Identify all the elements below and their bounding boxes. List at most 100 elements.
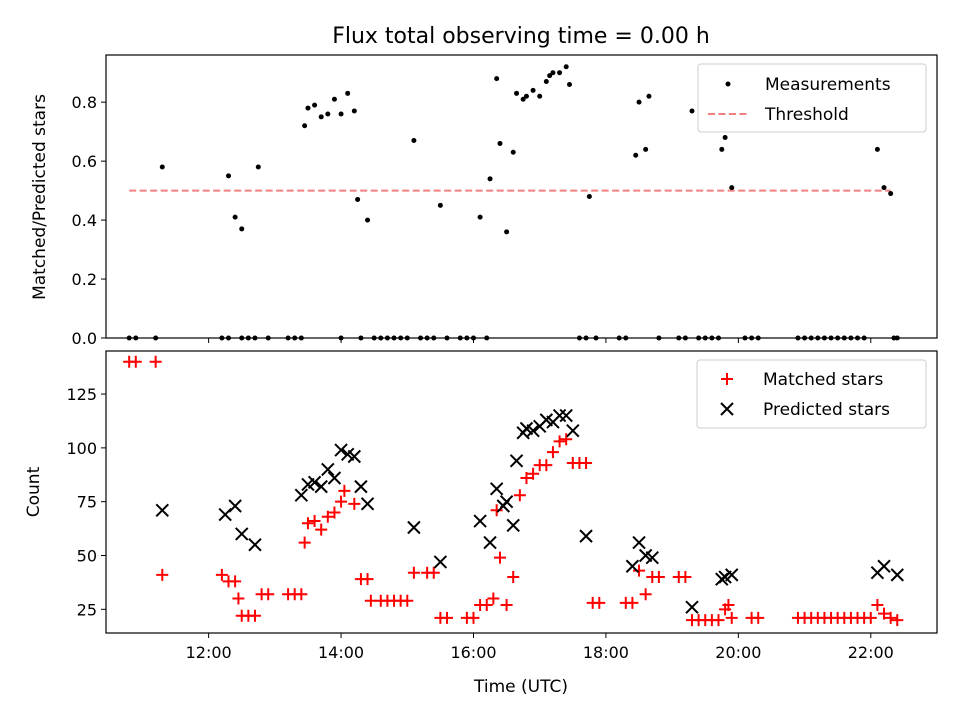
- matched-star-point: [301, 517, 314, 530]
- matched-star-point: [480, 599, 493, 612]
- matched-star-point: [487, 592, 500, 605]
- measurement-point: [689, 108, 695, 114]
- measurement-point: [325, 111, 331, 117]
- legend-matched-label: Matched stars: [763, 370, 883, 390]
- measurement-point: [477, 214, 483, 220]
- matched-star-point: [560, 433, 573, 446]
- measurement-point: [411, 137, 417, 143]
- x-tick-label: 22:00: [848, 643, 894, 662]
- predicted-star-point: [155, 503, 169, 518]
- matched-star-point: [546, 446, 559, 459]
- measurement-point: [232, 214, 238, 220]
- measurement-point: [586, 194, 592, 199]
- predicted-star-point: [294, 488, 309, 502]
- y-tick-label: 50: [77, 547, 97, 566]
- measurement-point: [351, 108, 357, 114]
- matched-star-point: [335, 495, 348, 508]
- matched-star-point: [520, 472, 533, 485]
- measurement-point: [563, 64, 569, 70]
- matched-star-point: [248, 609, 261, 622]
- predicted-star-point: [314, 479, 328, 494]
- measurement-point: [543, 79, 549, 85]
- measurement-point: [567, 81, 573, 87]
- x-tick-label: 20:00: [715, 643, 761, 662]
- measurement-point: [557, 70, 563, 76]
- legend-predicted-marker: [720, 402, 734, 416]
- matched-star-point: [864, 611, 877, 624]
- legend-matched-marker: [721, 373, 733, 385]
- measurement-point: [365, 217, 371, 223]
- figure-title: Flux total observing time = 0.00 h: [332, 24, 710, 49]
- bottom-plot: 25 50 75 100 125 12:00 14:00 16:00 18:00 20:00 22:…: [24, 350, 938, 697]
- predicted-star-point: [489, 482, 504, 496]
- x-axis-label: Time (UTC): [473, 677, 568, 697]
- predicted-star-point: [566, 423, 580, 438]
- predicted-star-point: [248, 538, 262, 552]
- matched-star-point: [490, 504, 503, 517]
- matched-star-point: [338, 484, 351, 497]
- top-legend-box: [697, 63, 927, 133]
- measurement-point: [550, 70, 556, 76]
- measurement-point: [729, 185, 735, 191]
- legend-threshold-label: Threshold: [764, 105, 849, 125]
- matched-star-point: [712, 614, 725, 627]
- predicted-star-point: [228, 499, 242, 513]
- predicted-star-point: [307, 475, 322, 490]
- bottom-y-axis-label: Count: [24, 466, 44, 517]
- matched-star-point: [156, 568, 169, 581]
- predicted-star-point: [499, 494, 514, 509]
- y-tick-label: 0.8: [72, 93, 97, 112]
- measurement-point: [537, 93, 543, 99]
- measurement-point: [239, 226, 245, 232]
- matched-star-point: [215, 568, 228, 581]
- predicted-star-point: [632, 535, 646, 550]
- measurement-point: [523, 93, 529, 99]
- x-tick-label: 16:00: [450, 643, 496, 662]
- measurement-point: [530, 87, 536, 93]
- y-tick-label: 75: [77, 493, 97, 512]
- measurement-point: [646, 93, 652, 99]
- measurement-point: [504, 229, 510, 235]
- x-tick-label: 14:00: [318, 643, 364, 662]
- matched-star-point: [427, 566, 440, 579]
- predicted-star-point: [360, 497, 375, 511]
- predicted-star-point: [321, 462, 335, 477]
- matched-star-point: [871, 599, 884, 612]
- measurement-point: [487, 176, 493, 182]
- matched-star-point: [626, 596, 639, 609]
- predicted-star-point: [354, 479, 368, 494]
- predicted-star-point: [725, 568, 739, 582]
- predicted-star-point: [327, 471, 342, 485]
- y-tick-label: 125: [66, 385, 97, 404]
- measurement-point: [225, 173, 231, 179]
- measurement-point: [345, 90, 351, 96]
- matched-star-point: [752, 611, 765, 624]
- predicted-star-point: [473, 514, 487, 528]
- matched-star-point: [493, 551, 506, 564]
- y-tick-label: 0.4: [72, 211, 97, 230]
- matched-star-point: [639, 588, 652, 601]
- predicted-star-point: [433, 555, 448, 569]
- predicted-star-point: [890, 568, 904, 582]
- measurement-point: [881, 185, 887, 191]
- measurement-point: [874, 146, 880, 152]
- predicted-star-point: [685, 600, 699, 614]
- measurement-point: [719, 146, 725, 152]
- measurement-point: [497, 140, 503, 146]
- measurement-point: [355, 196, 361, 202]
- x-tick-label: 12:00: [186, 643, 232, 662]
- matched-star-point: [298, 536, 311, 549]
- predicted-star-point: [509, 454, 524, 468]
- predicted-star-point: [235, 527, 249, 541]
- top-plot: 0.00.20.40.60.8 Matched/Predicted stars …: [30, 54, 938, 348]
- measurement-point: [643, 146, 649, 152]
- matched-star-point: [540, 459, 553, 472]
- y-tick-label: 0.0: [72, 329, 97, 348]
- y-tick-label: 25: [77, 600, 97, 619]
- predicted-star-point: [877, 559, 891, 573]
- top-axis-ticks: 0.0 0.2 0.4 0.6 0.8: [72, 93, 872, 348]
- matched-star-point: [229, 575, 242, 588]
- predicted-star-point: [483, 535, 497, 550]
- measurement-point: [255, 164, 261, 170]
